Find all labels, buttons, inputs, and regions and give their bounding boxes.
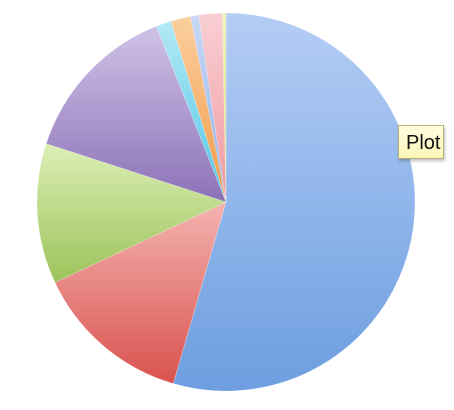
pie-slice-8[interactable] — [198, 12, 227, 203]
plot-tooltip: Plot A — [398, 125, 444, 159]
pie-slice-9[interactable] — [222, 12, 227, 203]
pie-slice-6[interactable] — [170, 15, 227, 203]
pie-slice-1[interactable] — [172, 12, 416, 392]
pie-slices — [36, 12, 416, 392]
pie-slice-3[interactable] — [36, 143, 227, 283]
pie-slice-5[interactable] — [156, 20, 227, 203]
pie-slice-2[interactable] — [54, 201, 227, 384]
pie-slice-7[interactable] — [190, 14, 227, 203]
pie-slice-4[interactable] — [45, 25, 227, 203]
